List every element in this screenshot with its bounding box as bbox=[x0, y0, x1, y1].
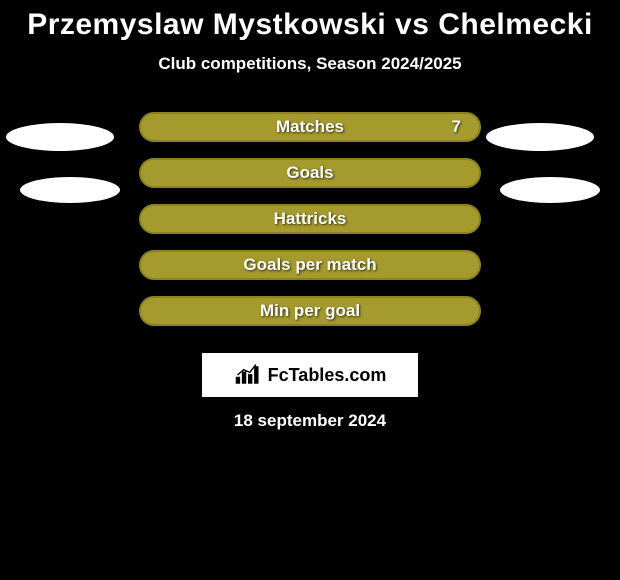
stat-row: Min per goal bbox=[0, 296, 620, 342]
stat-row: Hattricks bbox=[0, 204, 620, 250]
stat-bar: Matches 7 bbox=[139, 112, 481, 142]
stat-bar: Hattricks bbox=[139, 204, 481, 234]
stat-value: 7 bbox=[452, 117, 461, 137]
decor-ellipse bbox=[6, 123, 114, 151]
stat-bar: Min per goal bbox=[139, 296, 481, 326]
date-text: 18 september 2024 bbox=[234, 411, 386, 431]
stat-bar: Goals bbox=[139, 158, 481, 188]
stat-label: Hattricks bbox=[274, 209, 347, 229]
stat-label: Goals bbox=[286, 163, 333, 183]
fctables-bars-icon bbox=[234, 364, 262, 386]
decor-ellipse bbox=[20, 177, 120, 203]
stat-bar: Goals per match bbox=[139, 250, 481, 280]
decor-ellipse bbox=[486, 123, 594, 151]
logo-text: FcTables.com bbox=[268, 365, 387, 386]
stat-label: Matches bbox=[276, 117, 344, 137]
decor-ellipse bbox=[500, 177, 600, 203]
stat-row: Goals per match bbox=[0, 250, 620, 296]
page-title: Przemyslaw Mystkowski vs Chelmecki bbox=[0, 0, 620, 42]
logo-box: FcTables.com bbox=[202, 353, 418, 397]
stat-label: Goals per match bbox=[243, 255, 376, 275]
stat-label: Min per goal bbox=[260, 301, 360, 321]
subtitle: Club competitions, Season 2024/2025 bbox=[0, 54, 620, 74]
